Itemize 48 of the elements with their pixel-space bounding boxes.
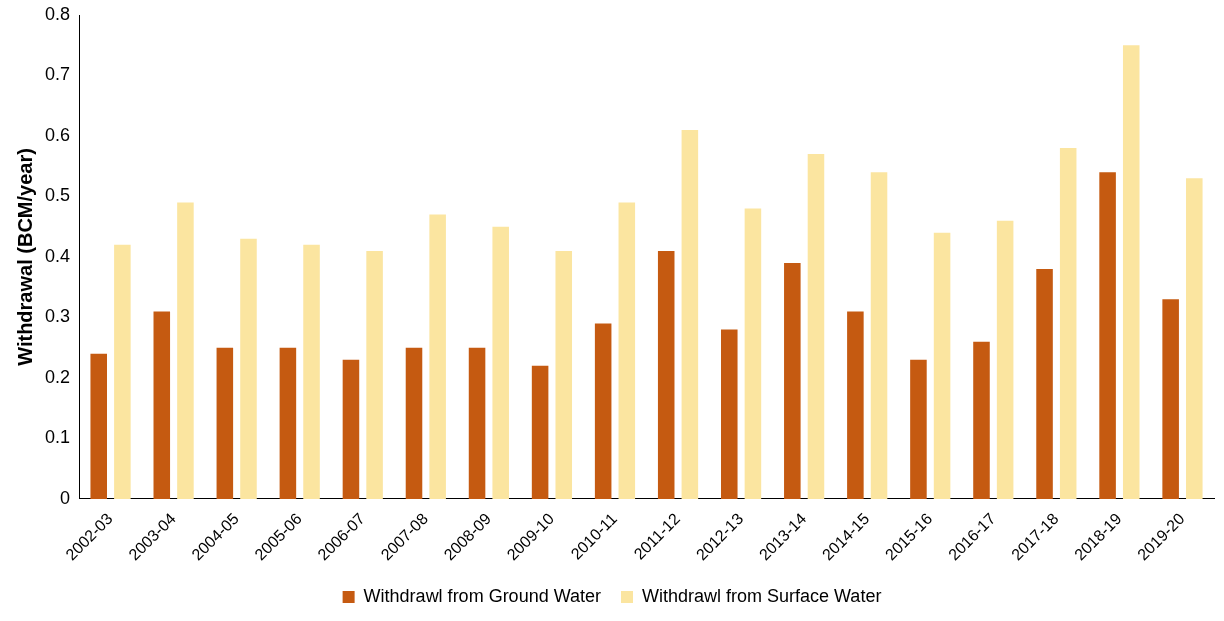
y-axis-title: Withdrawal (BCM/year)	[13, 148, 36, 366]
y-tick-label: 0	[60, 487, 71, 508]
bar	[303, 244, 320, 499]
legend-label: Withdrawl from Surface Water	[642, 585, 882, 606]
bar	[847, 311, 864, 499]
y-tick-label: 0.7	[44, 64, 71, 85]
bar	[681, 129, 699, 499]
bar	[618, 202, 636, 499]
bar	[594, 323, 612, 499]
bar	[1059, 148, 1077, 499]
bar	[1099, 172, 1116, 499]
y-tick-label: 0.6	[44, 124, 71, 145]
bar	[216, 347, 234, 499]
bar	[114, 244, 131, 499]
y-tick-label: 0.5	[44, 185, 71, 206]
bar	[468, 347, 486, 499]
bar	[1122, 45, 1140, 499]
bar	[1036, 269, 1053, 499]
bar	[555, 250, 573, 499]
bar	[807, 154, 825, 499]
bar	[1162, 299, 1179, 499]
y-tick-label: 0.1	[44, 427, 71, 448]
legend-label: Withdrawl from Ground Water	[363, 585, 602, 606]
bar	[996, 220, 1014, 499]
bar	[720, 329, 738, 499]
bar	[784, 263, 801, 499]
bar	[910, 359, 927, 499]
bar	[973, 341, 990, 499]
y-tick-label: 0.3	[44, 306, 71, 327]
bar	[177, 202, 194, 499]
bar	[279, 347, 297, 499]
bar	[366, 250, 383, 499]
bar	[531, 365, 549, 499]
bar	[90, 353, 107, 499]
bar	[870, 172, 888, 499]
bar	[1186, 178, 1203, 499]
bar	[492, 226, 509, 499]
y-tick-label: 0.8	[44, 3, 71, 24]
bar	[744, 208, 762, 499]
bar	[240, 238, 257, 499]
bar	[429, 214, 446, 499]
bar	[657, 250, 675, 499]
bar	[933, 232, 951, 499]
bar	[153, 311, 171, 499]
y-tick-label: 0.2	[44, 366, 71, 387]
bar	[405, 347, 423, 499]
bar	[342, 359, 360, 499]
y-tick-label: 0.4	[44, 245, 71, 266]
